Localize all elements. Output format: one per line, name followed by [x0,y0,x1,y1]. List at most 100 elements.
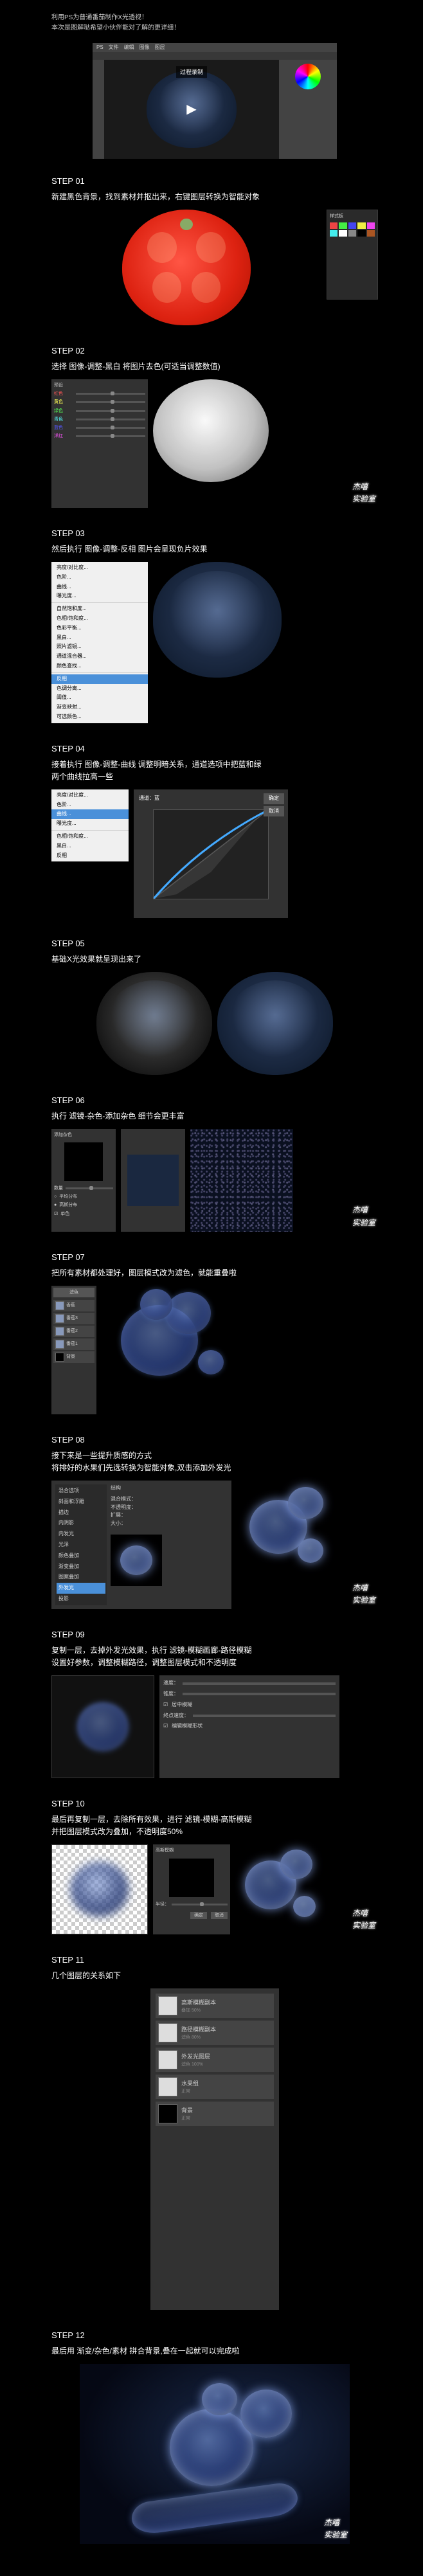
fx10[interactable]: 投影 [57,1594,105,1605]
intro-text: 利用PS为普通番茄制作X光透视！ 本次是图解哒希望小伙伴能对了解的更详细！ [51,13,378,33]
slider-green[interactable] [76,410,145,412]
fx7[interactable]: 渐变叠加 [57,1562,105,1572]
step4-desc: 接着执行 图像-调整-曲线 调整明暗关系，通道选项中把蓝和绿 两个曲线拉高一些 [51,759,378,783]
slider-magenta[interactable] [76,435,145,437]
mi9[interactable]: 通道混合器... [51,652,148,662]
step6-desc: 执行 滤镜-杂色-添加杂色 细节会更丰富 [51,1110,378,1122]
mi13[interactable]: 阈值... [51,693,148,703]
pb-speed-sl[interactable] [183,1682,336,1685]
mi3[interactable]: 曝光度... [51,591,148,601]
mi6[interactable]: 色彩平衡... [51,624,148,633]
fruit-4 [198,1350,224,1374]
m2-11[interactable]: 反相 [51,851,129,861]
mi5[interactable]: 色相/饱和度... [51,614,148,624]
slider-cyan[interactable] [76,419,145,420]
mi2[interactable]: 曲线... [51,582,148,592]
step1-desc: 新建黑色背景，找到素材并抠出来，右键图层转换为智能对象 [51,191,378,203]
slider-red[interactable] [76,393,145,395]
layer-4[interactable]: 香蕉 [53,1300,94,1311]
m2-curves[interactable]: 曲线... [51,809,129,819]
ps-right-panels [279,60,337,159]
fx4[interactable]: 内发光 [57,1529,105,1540]
gauss-ok[interactable]: 确定 [190,1912,207,1919]
fx-blend: 混合模式： [111,1495,136,1504]
step12-desc: 最后用 渐变/杂色/素材 拼合背景,叠在一起就可以完成啦 [51,2345,378,2357]
pb-speed: 速度： [163,1679,179,1688]
lr-1[interactable]: 路径模糊副本滤色 80% [156,2021,274,2045]
mi12[interactable]: 色调分离... [51,684,148,694]
mi4[interactable]: 自然饱和度... [51,604,148,614]
fx6[interactable]: 颜色叠加 [57,1551,105,1562]
curves-cancel[interactable]: 取消 [264,806,284,817]
noise-gaussian[interactable]: 高斯分布 [59,1202,77,1209]
noise-slider[interactable] [66,1187,113,1189]
pb-centered[interactable]: 居中模糊 [172,1701,192,1709]
p-preset: 预设 [54,382,63,389]
mi-invert[interactable]: 反相 [51,674,148,684]
fx0[interactable]: 混合选项 [57,1486,105,1497]
m2-5[interactable]: 色相/饱和度... [51,832,129,842]
mi1[interactable]: 色阶... [51,573,148,582]
lr-0[interactable]: 高斯模糊副本叠加 50% [156,1994,274,2018]
m2-3[interactable]: 曝光度... [51,819,129,829]
gauss-slider[interactable] [172,1904,228,1905]
noise-mono[interactable]: 单色 [60,1211,69,1218]
step3-desc: 然后执行 图像-调整-反相 图片会呈现负片效果 [51,543,378,555]
noise-uniform[interactable]: 平均分布 [59,1193,77,1200]
lr-3[interactable]: 水果组正常 [156,2075,274,2099]
layer-2[interactable]: 番茄2 [53,1326,94,1337]
step3-title: STEP 03 [51,527,378,541]
step7-desc: 把所有素材都处理好，图层模式改为滤色，就能重叠啦 [51,1267,378,1279]
pb-edit[interactable]: 编辑模糊形状 [172,1722,203,1731]
pb-taper-sl[interactable] [183,1693,336,1695]
fx8[interactable]: 图案叠加 [57,1572,105,1583]
tomato-bw-img [153,379,269,482]
mi14[interactable]: 渐变映射... [51,703,148,712]
m2-0[interactable]: 亮度/对比度... [51,791,129,800]
layer-3[interactable]: 番茄3 [53,1313,94,1324]
play-icon[interactable]: ▶ [186,99,196,120]
ps-window: PS文件编辑图像图层 过程录制 ▶ [93,43,337,159]
pb-end: 终点速度： [163,1712,189,1720]
pb-end-sl[interactable] [193,1715,336,1717]
fruit-glow [237,1481,333,1583]
lr-2[interactable]: 外发光图层滤色 100% [156,2048,274,2072]
p-yellow: 黄色 [54,399,73,406]
mi10[interactable]: 颜色查找... [51,662,148,671]
fx3[interactable]: 内阴影 [57,1518,105,1529]
fx-outer-glow[interactable]: 外发光 [57,1583,105,1594]
fx1[interactable]: 斜面和浮雕 [57,1497,105,1508]
watermark2: 杰嘻 实验室 [352,1204,375,1229]
step2-desc: 选择 图像-调整-黑白 将图片去色(可适当调整数值) [51,361,378,373]
m2-1[interactable]: 色阶... [51,800,129,810]
ps-menubar: PS文件编辑图像图层 [93,43,337,52]
step11-title: STEP 11 [51,1954,378,1967]
layer-0[interactable]: 背景 [53,1351,94,1363]
blend-mode[interactable]: 滤色 [53,1288,94,1297]
slider-blue[interactable] [76,427,145,429]
ps-toolbar [93,52,337,60]
gauss-canvas [51,1844,148,1934]
mi8[interactable]: 照片滤镜... [51,642,148,652]
layer-1[interactable]: 番茄1 [53,1338,94,1350]
slider-yellow[interactable] [76,401,145,403]
mi15[interactable]: 可选颜色... [51,712,148,722]
gauss-cancel[interactable]: 取消 [211,1912,228,1919]
noise-title: 添加杂色 [54,1131,113,1139]
mi7[interactable]: 黑白... [51,633,148,643]
fx2[interactable]: 描边 [57,1508,105,1518]
intro-l1: 利用PS为普通番茄制作X光透视！ [51,13,378,23]
step8-desc: 接下来是一些提升质感的方式 将排好的水果们先选转换为智能对象,双击添加外发光 [51,1450,378,1474]
curves-ch-blue: 蓝 [154,795,159,801]
lr-4[interactable]: 背景正常 [156,2102,274,2126]
m2-7[interactable]: 黑白... [51,842,129,851]
step12-title: STEP 12 [51,2329,378,2343]
curves-ok[interactable]: 确定 [264,793,284,804]
tomato-red-img [122,210,251,325]
fx5[interactable]: 光泽 [57,1540,105,1551]
mi0[interactable]: 亮度/对比度... [51,563,148,573]
step6-title: STEP 06 [51,1094,378,1108]
gauss-title: 高斯模糊 [156,1847,228,1854]
path-blur-canvas [51,1675,154,1778]
curves-graph[interactable] [153,809,269,899]
